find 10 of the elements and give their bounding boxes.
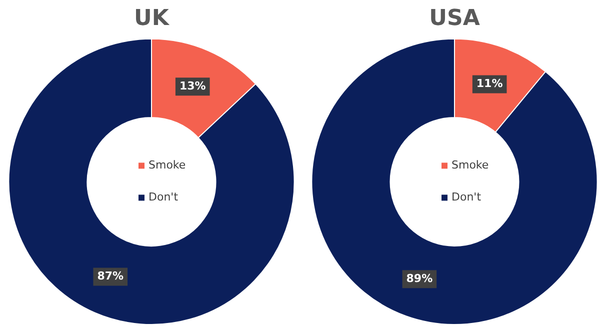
legend-label: Don't <box>148 190 179 204</box>
legend-label: Don't <box>452 190 482 204</box>
chart-title: UK <box>134 6 170 31</box>
chart-title: USA <box>429 6 480 31</box>
data-label: 87% <box>97 270 124 283</box>
data-label: 13% <box>179 80 206 93</box>
data-label: 89% <box>406 272 433 285</box>
data-label: 11% <box>476 77 503 90</box>
legend-label: Smoke <box>452 158 489 172</box>
legend-label: Smoke <box>148 158 186 172</box>
